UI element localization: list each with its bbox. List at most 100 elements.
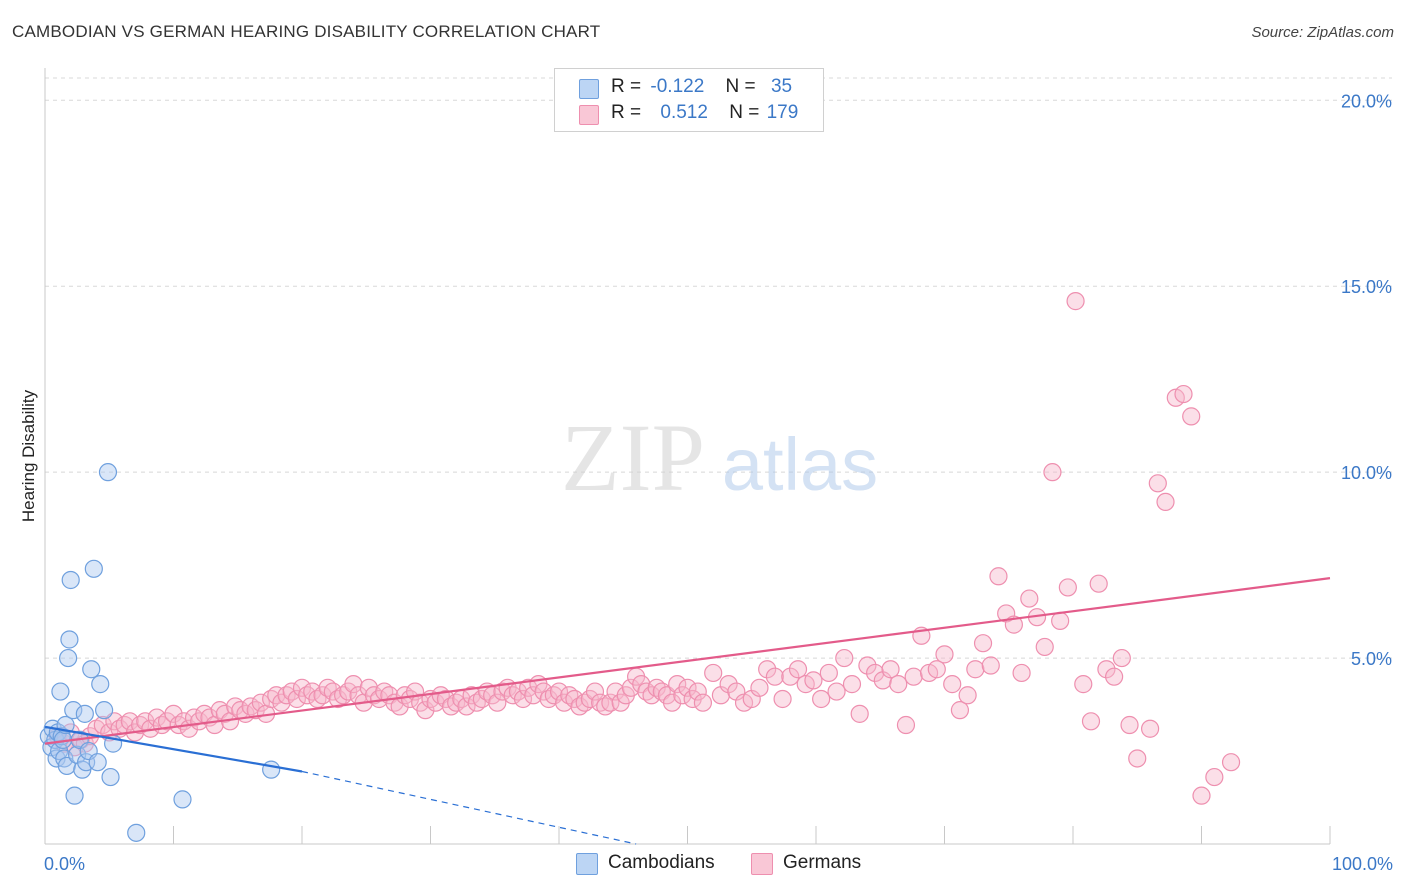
german-point <box>662 693 682 712</box>
legend-r-value: -0.122 <box>650 76 705 97</box>
legend-n-label: N = <box>725 76 756 97</box>
german-points <box>48 292 1241 805</box>
german-point <box>973 634 993 653</box>
cambodian-point <box>57 756 76 776</box>
german-point <box>1043 463 1062 482</box>
german-point <box>601 693 620 712</box>
german-point <box>416 701 435 720</box>
cambodian-point <box>262 760 281 779</box>
cambodian-trendline <box>44 725 303 773</box>
german-point <box>788 660 808 679</box>
cambodian-point <box>84 559 103 578</box>
german-point <box>850 704 869 723</box>
legend-n-label: N = <box>729 102 760 123</box>
watermark: ZIP atlas <box>561 404 878 511</box>
german-trendline <box>44 577 1331 745</box>
german-point <box>904 667 923 686</box>
german-point <box>989 567 1008 586</box>
german-point <box>621 678 641 697</box>
german-point <box>858 656 877 675</box>
x-tick-label-max: 100.0% <box>1332 854 1393 874</box>
bottom-legend-swatch-germans <box>751 853 773 875</box>
german-point <box>881 660 900 679</box>
german-point <box>719 675 738 694</box>
legend-n-value: 179 <box>766 102 799 123</box>
cambodian-point <box>101 767 120 787</box>
cambodian-point <box>47 749 66 768</box>
cambodian-point <box>59 648 78 668</box>
german-point <box>750 678 769 697</box>
german-point <box>524 686 543 705</box>
german-point <box>344 675 363 694</box>
german-point <box>842 675 862 694</box>
cambodian-point <box>65 786 84 805</box>
german-point <box>927 660 946 679</box>
german-point <box>1097 660 1116 679</box>
german-point <box>1128 749 1147 768</box>
tick-labels: 5.0% 10.0% 15.0% 20.0% 0.0% 100.0% <box>44 91 1393 874</box>
german-point <box>457 697 476 716</box>
legend-box: R = -0.122 N = 35 R = 0.512 N = 179 <box>554 68 824 132</box>
german-point <box>943 675 962 694</box>
german-point <box>950 701 970 720</box>
german-point <box>835 648 854 668</box>
german-point <box>513 689 533 709</box>
legend-r-label: R = <box>611 102 642 123</box>
german-point <box>1074 675 1093 694</box>
german-point <box>896 715 916 735</box>
german-point <box>812 689 831 709</box>
gridlines <box>45 77 1392 659</box>
german-point <box>866 663 885 683</box>
german-point <box>1105 667 1124 686</box>
german-point <box>1012 663 1031 683</box>
cambodian-points <box>39 463 281 842</box>
y-tick-label: 5.0% <box>1351 649 1392 669</box>
source-label: Source: ZipAtlas.com <box>1251 24 1394 41</box>
german-point <box>1035 637 1054 657</box>
watermark-zip: ZIP <box>561 404 705 511</box>
german-point <box>804 671 823 690</box>
german-point <box>693 693 713 712</box>
german-point <box>606 682 625 701</box>
german-point <box>765 667 784 686</box>
german-point <box>549 682 569 701</box>
legend-swatch-germans <box>579 105 599 125</box>
german-point <box>688 682 707 701</box>
german-point <box>981 656 1000 675</box>
cambodian-point <box>75 704 94 723</box>
german-point <box>1058 578 1077 597</box>
german-point <box>773 689 792 709</box>
german-point <box>1020 589 1039 608</box>
trendlines <box>44 577 1331 845</box>
cambodian-point <box>61 570 80 590</box>
y-tick-label: 10.0% <box>1341 463 1392 483</box>
german-point <box>1192 786 1211 805</box>
german-point <box>1051 611 1070 630</box>
bottom-legend-label-cambodians: Cambodians <box>608 852 715 873</box>
german-point <box>1120 715 1139 735</box>
german-point <box>1221 753 1241 772</box>
y-tick-label: 15.0% <box>1341 277 1392 297</box>
german-point <box>1140 719 1160 738</box>
german-point <box>827 682 846 701</box>
german-point <box>1182 407 1201 426</box>
german-point <box>819 663 838 683</box>
german-point <box>251 693 270 712</box>
x-tick-label-min: 0.0% <box>44 854 85 874</box>
legend-n-value: 35 <box>770 76 793 97</box>
bottom-legend-label-germans: Germans <box>783 852 862 873</box>
german-point <box>1066 292 1085 311</box>
cambodian-point <box>127 823 146 842</box>
german-point <box>1081 712 1101 731</box>
german-point <box>488 693 507 712</box>
german-point <box>585 682 605 701</box>
axes <box>44 68 1331 845</box>
german-point <box>120 712 139 731</box>
german-point <box>164 704 183 723</box>
chart-title: CAMBODIAN VS GERMAN HEARING DISABILITY C… <box>12 22 601 41</box>
german-point <box>958 686 977 705</box>
cambodian-point <box>64 701 83 720</box>
german-point <box>1205 767 1224 787</box>
cambodian-point <box>91 675 110 694</box>
